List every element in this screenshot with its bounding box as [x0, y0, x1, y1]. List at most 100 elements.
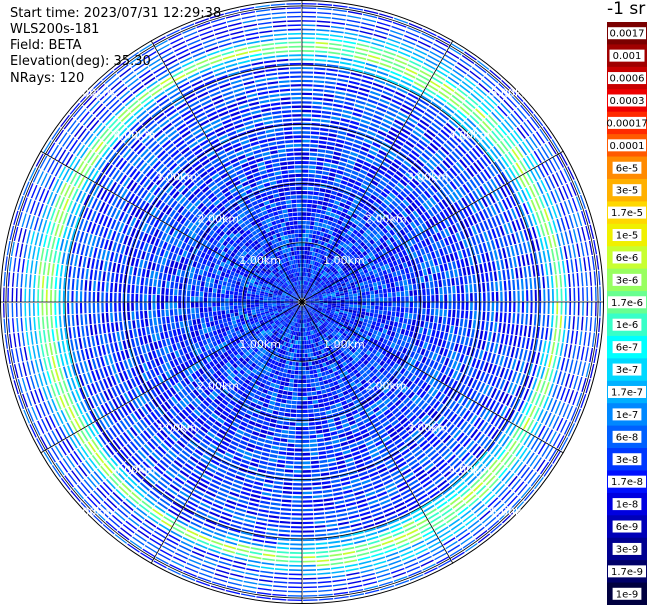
- data-cell: [549, 328, 553, 341]
- data-cell: [536, 181, 544, 195]
- data-cell: [395, 170, 404, 178]
- data-cell: [445, 157, 454, 166]
- data-cell: [186, 562, 200, 570]
- data-cell: [398, 251, 404, 258]
- data-cell: [313, 373, 318, 378]
- data-cell: [426, 199, 433, 208]
- data-cell: [302, 126, 311, 130]
- data-cell: [217, 523, 229, 530]
- data-cell: [302, 569, 317, 572]
- data-cell: [332, 275, 337, 280]
- data-cell: [410, 507, 422, 515]
- data-cell: [375, 198, 383, 205]
- data-cell: [432, 519, 444, 528]
- data-cell: [463, 375, 470, 385]
- data-cell: [354, 388, 361, 395]
- data-cell: [294, 313, 297, 318]
- data-cell: [469, 414, 478, 425]
- data-cell: [311, 118, 321, 122]
- data-cell: [275, 397, 282, 403]
- data-cell: [279, 446, 287, 451]
- data-cell: [370, 475, 381, 482]
- data-cell: [302, 353, 305, 358]
- data-cell: [329, 42, 342, 47]
- data-cell: [479, 222, 486, 232]
- data-cell: [302, 32, 316, 35]
- data-cell: [449, 475, 460, 485]
- data-cell: [184, 462, 194, 471]
- data-cell: [389, 360, 396, 367]
- data-cell: [398, 333, 404, 340]
- data-cell: [547, 207, 554, 220]
- data-cell: [407, 278, 412, 285]
- data-cell: [474, 292, 478, 302]
- data-cell: [552, 156, 561, 170]
- data-cell: [433, 258, 439, 266]
- data-cell: [417, 241, 423, 249]
- data-cell: [404, 207, 412, 215]
- data-cell: [383, 302, 388, 307]
- data-cell: [212, 503, 224, 510]
- data-cell: [310, 456, 319, 460]
- data-cell: [503, 454, 513, 466]
- data-cell: [467, 366, 474, 377]
- data-cell: [297, 340, 300, 345]
- data-cell: [416, 346, 422, 354]
- data-cell: [333, 263, 339, 269]
- data-cell: [164, 490, 176, 500]
- data-cell: [564, 373, 571, 387]
- data-cell: [312, 285, 317, 290]
- data-cell: [358, 253, 365, 259]
- data-cell: [543, 354, 549, 367]
- data-cell: [349, 304, 354, 308]
- data-cell: [306, 314, 309, 319]
- data-cell: [379, 237, 385, 244]
- data-cell: [321, 115, 331, 119]
- data-cell: [581, 362, 587, 377]
- data-cell: [486, 352, 492, 363]
- data-cell: [308, 306, 313, 310]
- data-cell: [503, 312, 507, 323]
- data-cell: [325, 150, 334, 155]
- data-cell: [290, 321, 294, 326]
- data-cell: [396, 373, 403, 380]
- data-cell: [309, 430, 316, 435]
- data-cell: [289, 547, 302, 550]
- data-cell: [341, 113, 352, 119]
- data-cell: [385, 551, 399, 558]
- data-cell: [325, 273, 330, 278]
- data-cell: [378, 230, 385, 237]
- data-cell: [461, 452, 471, 462]
- data-cell: [497, 418, 506, 430]
- data-cell: [345, 347, 351, 353]
- data-cell: [307, 335, 310, 340]
- data-cell: [480, 273, 485, 283]
- data-cell: [295, 362, 299, 366]
- data-cell: [454, 112, 465, 122]
- data-cell: [310, 135, 319, 139]
- data-cell: [427, 407, 435, 416]
- data-cell: [346, 398, 353, 404]
- data-cell: [368, 126, 378, 133]
- data-cell: [339, 157, 348, 163]
- data-cell: [315, 421, 322, 426]
- data-cell: [316, 276, 320, 282]
- data-cell: [372, 236, 379, 242]
- data-cell: [390, 385, 398, 393]
- data-cell: [336, 134, 346, 140]
- data-cell: [296, 336, 299, 341]
- data-cell: [486, 412, 495, 423]
- data-cell: [487, 230, 493, 240]
- data-cell: [441, 255, 447, 264]
- data-cell: [245, 572, 259, 577]
- data-cell: [452, 499, 464, 509]
- data-cell: [396, 54, 409, 62]
- data-cell: [312, 105, 322, 109]
- data-cell: [381, 248, 387, 255]
- data-cell: [332, 268, 337, 274]
- data-cell: [347, 580, 362, 585]
- data-cell: [245, 514, 257, 520]
- data-cell: [307, 396, 313, 401]
- data-cell: [409, 113, 420, 121]
- data-cell: [257, 376, 263, 382]
